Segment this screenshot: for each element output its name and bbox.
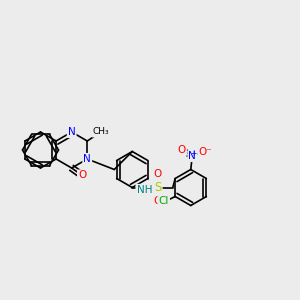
Text: N: N (83, 154, 91, 164)
Text: +: + (190, 149, 197, 158)
Text: CH₃: CH₃ (92, 128, 109, 136)
Text: N: N (68, 127, 76, 137)
Text: N: N (188, 151, 196, 161)
Text: S: S (154, 181, 161, 194)
Text: O⁻: O⁻ (198, 146, 212, 157)
Text: Cl: Cl (159, 196, 169, 206)
Text: O: O (178, 145, 186, 155)
Text: O: O (154, 169, 162, 179)
Text: NH: NH (136, 185, 152, 195)
Text: O: O (154, 196, 162, 206)
Text: O: O (78, 170, 86, 181)
